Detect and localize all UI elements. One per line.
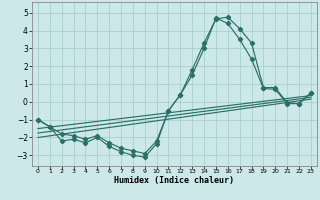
X-axis label: Humidex (Indice chaleur): Humidex (Indice chaleur): [115, 176, 234, 185]
